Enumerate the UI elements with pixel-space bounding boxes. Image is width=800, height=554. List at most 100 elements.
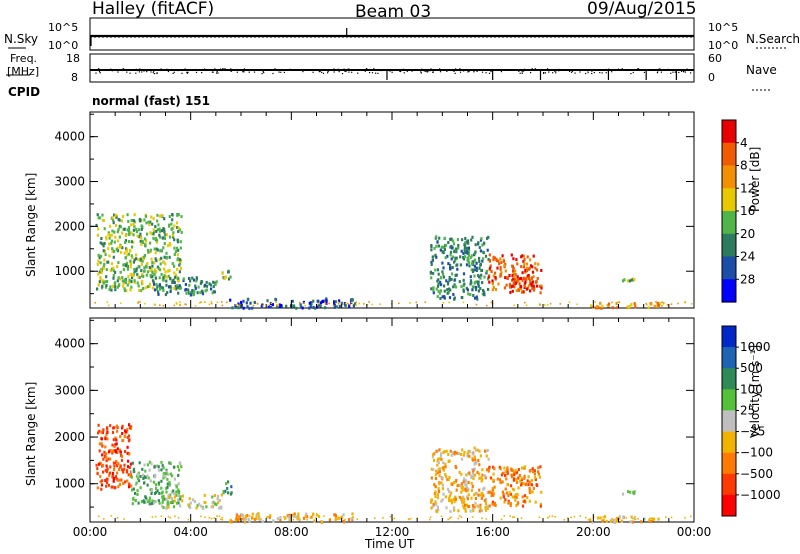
data-cell bbox=[487, 275, 490, 279]
data-cell bbox=[165, 275, 168, 279]
data-cell bbox=[112, 221, 115, 225]
data-cell bbox=[475, 269, 479, 272]
data-cell bbox=[160, 214, 163, 217]
data-cell bbox=[489, 264, 492, 268]
ground-scatter-cell bbox=[106, 301, 109, 303]
ground-scatter-cell bbox=[606, 304, 609, 306]
data-cell bbox=[106, 430, 109, 434]
data-cell bbox=[112, 477, 115, 481]
data-cell bbox=[173, 499, 176, 503]
nave-point bbox=[569, 69, 571, 72]
data-cell bbox=[100, 237, 103, 240]
data-cell bbox=[204, 289, 207, 293]
data-cell bbox=[179, 258, 182, 262]
data-cell bbox=[144, 243, 147, 247]
data-cell bbox=[128, 281, 131, 285]
data-cell bbox=[195, 276, 198, 280]
data-cell bbox=[480, 273, 483, 277]
data-cell bbox=[451, 482, 454, 486]
data-cell bbox=[534, 262, 537, 266]
data-cell bbox=[313, 519, 316, 523]
data-cell bbox=[474, 288, 478, 292]
data-cell bbox=[139, 486, 142, 490]
data-cell bbox=[148, 499, 151, 503]
data-cell bbox=[477, 493, 480, 497]
nave-point bbox=[141, 71, 143, 73]
data-cell bbox=[447, 487, 450, 491]
nave-point bbox=[187, 71, 189, 73]
colorbar-segment bbox=[722, 452, 736, 475]
data-cell bbox=[479, 287, 482, 291]
data-cell bbox=[124, 239, 127, 243]
ground-scatter-cell bbox=[661, 304, 664, 307]
data-cell bbox=[435, 235, 438, 239]
data-cell bbox=[146, 474, 149, 478]
data-cell bbox=[138, 289, 141, 292]
data-cell bbox=[478, 246, 481, 249]
data-cell bbox=[131, 256, 134, 260]
data-cell bbox=[132, 487, 135, 491]
data-cell bbox=[165, 486, 168, 490]
data-cell bbox=[513, 285, 516, 289]
data-cell bbox=[656, 301, 659, 305]
data-cell bbox=[450, 237, 453, 241]
data-cell bbox=[125, 289, 128, 293]
data-cell bbox=[601, 304, 604, 308]
data-cell bbox=[229, 520, 232, 524]
nave-point bbox=[263, 72, 265, 74]
data-cell bbox=[488, 504, 491, 508]
nave-point bbox=[345, 70, 347, 73]
data-cell bbox=[159, 249, 162, 253]
nsearch-tick-top: 10^5 bbox=[708, 21, 739, 34]
nave-point bbox=[530, 72, 532, 74]
data-cell bbox=[167, 495, 171, 499]
data-cell bbox=[444, 495, 447, 499]
data-cell bbox=[227, 277, 231, 281]
data-cell bbox=[101, 463, 105, 467]
data-cell bbox=[141, 282, 144, 285]
data-cell bbox=[109, 224, 112, 228]
data-cell bbox=[523, 499, 526, 503]
data-cell bbox=[118, 448, 121, 452]
data-cell bbox=[227, 480, 230, 484]
data-cell bbox=[480, 496, 483, 500]
data-cell bbox=[182, 277, 185, 281]
data-cell bbox=[459, 263, 462, 267]
data-cell bbox=[531, 467, 534, 471]
data-cell bbox=[628, 279, 631, 283]
data-cell bbox=[483, 474, 487, 478]
data-cell bbox=[204, 501, 207, 505]
nave-point bbox=[167, 70, 169, 73]
nave-point bbox=[488, 72, 491, 74]
nave-point bbox=[660, 71, 662, 73]
data-cell bbox=[451, 451, 454, 455]
data-cell bbox=[647, 306, 650, 310]
data-cell bbox=[129, 462, 133, 466]
data-cell bbox=[510, 467, 513, 471]
data-cell bbox=[438, 457, 441, 461]
ground-scatter-cell bbox=[457, 517, 460, 520]
data-cell bbox=[328, 518, 331, 522]
data-cell bbox=[435, 255, 438, 259]
data-cell bbox=[117, 478, 120, 482]
data-cell bbox=[437, 244, 440, 248]
data-cell bbox=[163, 274, 166, 278]
data-cell bbox=[210, 505, 213, 509]
ground-scatter-cell bbox=[317, 302, 320, 305]
data-cell bbox=[212, 285, 215, 289]
data-cell bbox=[165, 251, 168, 255]
data-cell bbox=[98, 280, 101, 284]
data-cell bbox=[475, 266, 478, 270]
ground-scatter-cell bbox=[266, 515, 269, 518]
freq-tick-top: 18 bbox=[66, 52, 80, 65]
data-cell bbox=[512, 271, 515, 275]
nave-point bbox=[377, 72, 379, 74]
data-cell bbox=[492, 465, 495, 469]
data-cell bbox=[119, 435, 122, 439]
data-cell bbox=[462, 278, 465, 282]
data-cell bbox=[523, 284, 526, 288]
data-cell bbox=[149, 274, 152, 278]
data-cell bbox=[512, 269, 515, 273]
nave-point bbox=[490, 70, 492, 73]
data-cell bbox=[153, 230, 156, 234]
